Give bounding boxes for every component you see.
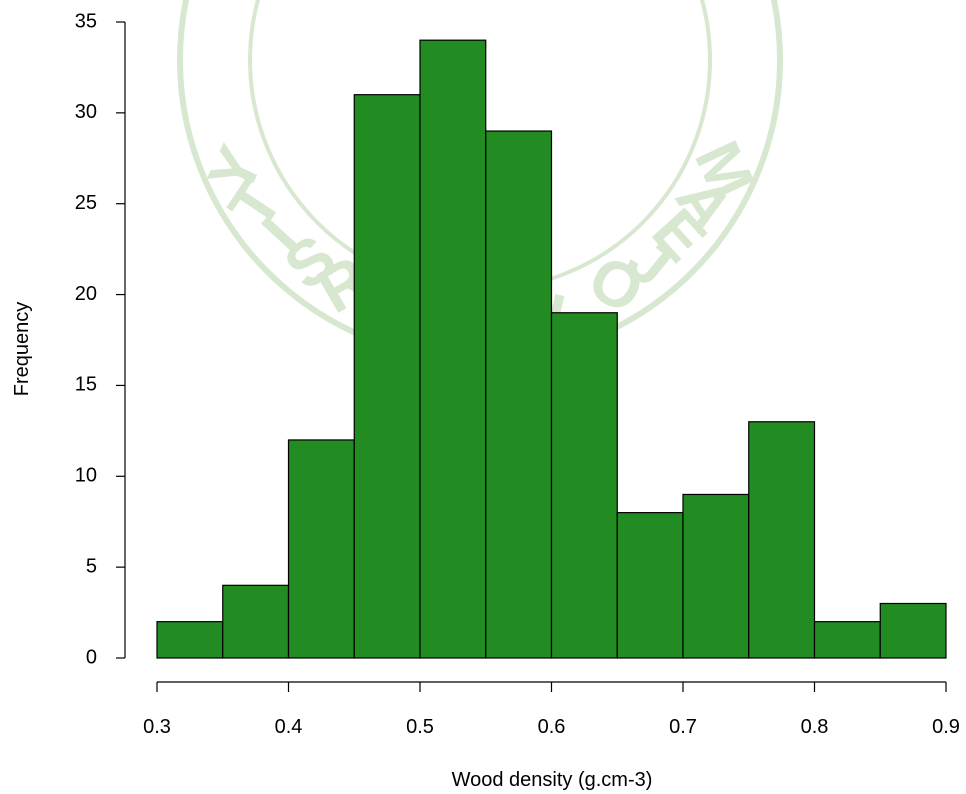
x-tick-label: 0.8 [801,716,829,738]
histogram-bar [485,130,553,659]
histogram-bar [616,512,684,659]
y-tick-label: 15 [75,374,97,396]
x-tick-label: 0.5 [406,716,434,738]
x-tick-label: 0.7 [669,716,697,738]
y-tick-label: 30 [75,101,97,123]
histogram-bar [222,584,290,659]
y-axis: 0 5 10 15 20 25 30 35 [75,10,126,668]
x-axis-label: Wood density (g.cm-3) [452,769,653,791]
y-axis-label: Frequency [11,302,33,397]
x-tick-label: 0.4 [275,716,303,738]
y-tick-label: 10 [75,465,97,487]
y-tick-label: 20 [75,283,97,305]
histogram-bar [748,421,816,659]
y-tick-label: 35 [75,10,97,32]
y-tick-label: 25 [75,192,97,214]
x-tick-label: 0.9 [932,716,960,738]
y-tick-label: 5 [86,555,97,577]
y-tick-label: 0 [86,646,97,668]
histogram-bar [682,493,750,659]
histogram-bar [879,602,947,659]
histogram-bar [287,439,355,659]
histogram-bar [550,312,618,659]
histogram-bar [353,94,421,659]
histogram-bar [813,621,881,659]
histogram-bar [419,39,487,659]
x-tick-label: 0.6 [538,716,566,738]
x-axis: 0.3 0.4 0.5 0.6 0.7 0.8 0.9 [143,681,960,738]
histogram-bar [156,621,224,659]
histogram-bars [156,39,947,659]
x-tick-label: 0.3 [143,716,171,738]
